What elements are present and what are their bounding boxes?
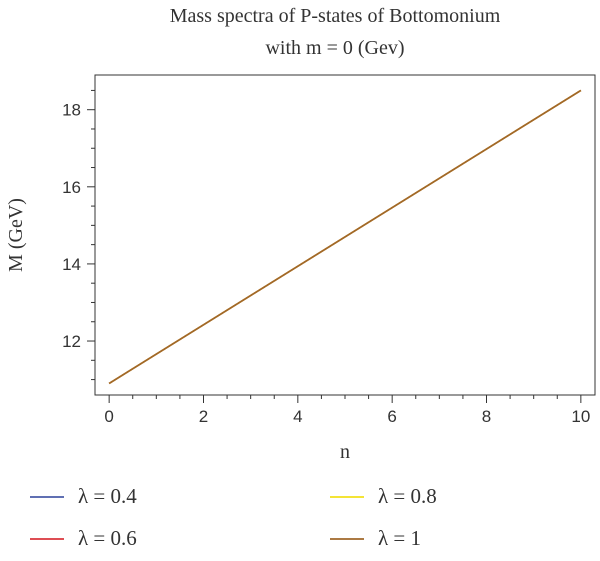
x-tick-label: 10 <box>571 407 590 426</box>
chart-title: Mass spectra of P-states of Bottomonium <box>170 5 501 27</box>
series-line-3 <box>108 89 582 385</box>
series-lines <box>108 89 582 385</box>
legend-label-0: λ = 0.4 <box>78 484 137 508</box>
x-tick-label: 4 <box>293 407 302 426</box>
chart-subtitle: with m = 0 (Gev) <box>265 37 404 59</box>
y-tick-label: 12 <box>62 332 81 351</box>
x-tick-label: 6 <box>387 407 396 426</box>
legend-label-1: λ = 0.6 <box>78 526 137 550</box>
y-tick-label: 16 <box>62 178 81 197</box>
legend-label-3: λ = 1 <box>378 526 421 550</box>
x-tick-label: 2 <box>199 407 208 426</box>
x-axis-label: n <box>340 441 350 463</box>
axis-ticks: 0 2 4 6 8 10 12 14 16 18 <box>62 89 590 426</box>
y-tick-label: 18 <box>62 101 81 120</box>
plot-area <box>94 74 596 396</box>
x-tick-label: 8 <box>482 407 491 426</box>
legend: λ = 0.4 λ = 0.6 λ = 0.8 λ = 1 <box>30 484 437 550</box>
legend-label-2: λ = 0.8 <box>378 484 437 508</box>
y-axis-label: M (GeV) <box>5 198 27 272</box>
y-tick-label: 14 <box>62 255 81 274</box>
x-tick-label: 0 <box>104 407 113 426</box>
